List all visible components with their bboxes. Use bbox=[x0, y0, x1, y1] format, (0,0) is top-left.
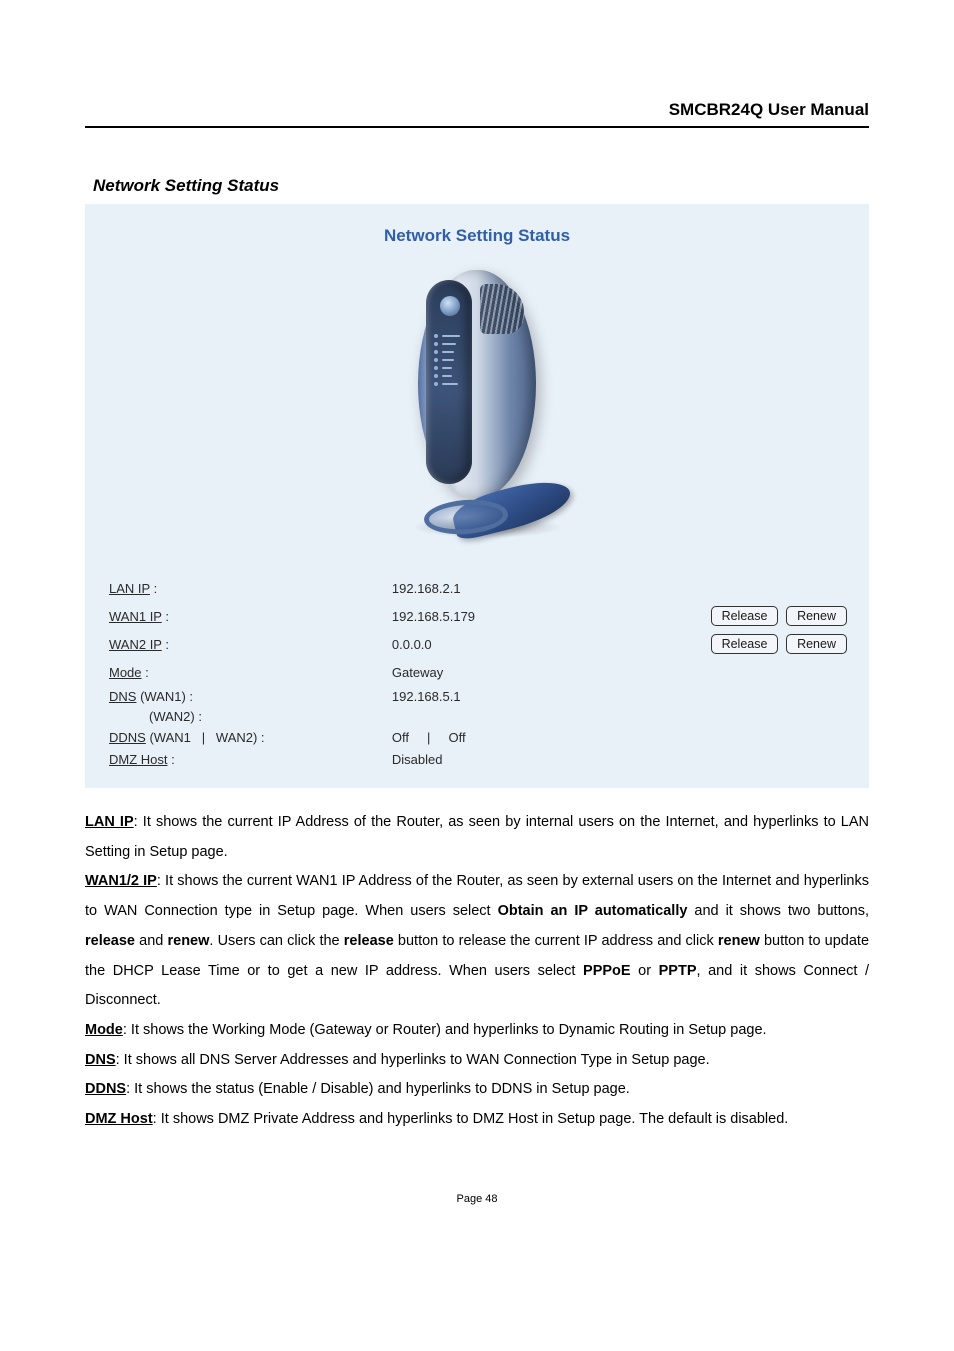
wan1-release-button[interactable]: Release bbox=[711, 606, 779, 626]
mode-label[interactable]: Mode bbox=[109, 665, 142, 680]
dmz-host-value: Disabled bbox=[392, 752, 651, 767]
ddns-value: Off | Off bbox=[392, 730, 651, 745]
network-status-panel: Network Setting Status bbox=[85, 204, 869, 788]
row-dns-wan2: (WAN2) : bbox=[107, 706, 847, 726]
wifi-icon bbox=[440, 296, 460, 316]
settings-table: LAN IP : 192.168.2.1 WAN1 IP : 192.168.5… bbox=[107, 574, 847, 770]
manual-title: SMCBR24Q User Manual bbox=[669, 100, 869, 119]
term-ddns: DDNS bbox=[85, 1081, 126, 1097]
page-header: SMCBR24Q User Manual bbox=[85, 100, 869, 128]
lan-ip-value: 192.168.2.1 bbox=[392, 581, 651, 596]
term-wan12-ip: WAN1/2 IP bbox=[85, 873, 157, 889]
panel-title: Network Setting Status bbox=[107, 226, 847, 246]
term-mode: Mode bbox=[85, 1022, 123, 1038]
dns-wan1-value: 192.168.5.1 bbox=[392, 689, 651, 704]
dns-wan2-label: (WAN2) : bbox=[107, 709, 392, 724]
row-wan2-ip: WAN2 IP : 0.0.0.0 Release Renew bbox=[107, 630, 847, 658]
wan1-ip-value: 192.168.5.179 bbox=[392, 609, 651, 624]
term-dns: DNS bbox=[85, 1052, 116, 1068]
row-dns-wan1: DNS (WAN1) : 192.168.5.1 bbox=[107, 686, 847, 706]
wan2-renew-button[interactable]: Renew bbox=[786, 634, 847, 654]
router-image bbox=[107, 262, 847, 542]
lan-ip-label[interactable]: LAN IP bbox=[109, 581, 150, 596]
row-lan-ip: LAN IP : 192.168.2.1 bbox=[107, 574, 847, 602]
wan2-ip-value: 0.0.0.0 bbox=[392, 637, 651, 652]
dmz-host-label[interactable]: DMZ Host bbox=[109, 752, 168, 767]
wan1-renew-button[interactable]: Renew bbox=[786, 606, 847, 626]
wan2-release-button[interactable]: Release bbox=[711, 634, 779, 654]
mode-value: Gateway bbox=[392, 665, 651, 680]
wan1-ip-label[interactable]: WAN1 IP bbox=[109, 609, 162, 624]
row-ddns: DDNS (WAN1 | WAN2) : Off | Off bbox=[107, 726, 847, 748]
row-mode: Mode : Gateway bbox=[107, 658, 847, 686]
page-number: Page 48 bbox=[85, 1193, 869, 1205]
row-dmz-host: DMZ Host : Disabled bbox=[107, 748, 847, 770]
term-lan-ip: LAN IP bbox=[85, 814, 134, 830]
description-text: LAN IP: It shows the current IP Address … bbox=[85, 808, 869, 1135]
wan2-ip-label[interactable]: WAN2 IP bbox=[109, 637, 162, 652]
section-heading: Network Setting Status bbox=[93, 176, 869, 196]
term-dmz-host: DMZ Host bbox=[85, 1111, 153, 1127]
dns-label[interactable]: DNS bbox=[109, 689, 136, 704]
ddns-label[interactable]: DDNS bbox=[109, 730, 146, 745]
row-wan1-ip: WAN1 IP : 192.168.5.179 Release Renew bbox=[107, 602, 847, 630]
